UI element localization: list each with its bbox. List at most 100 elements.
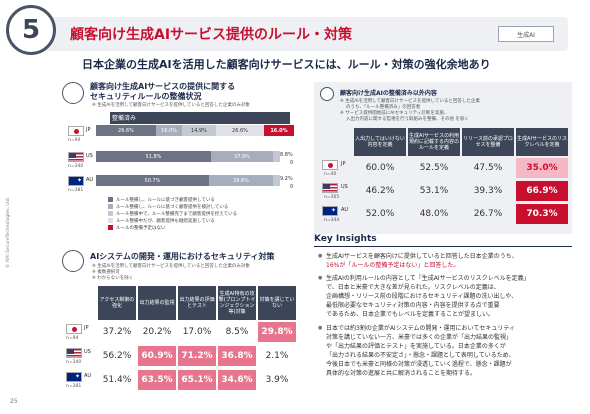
sample-size: n=305	[324, 195, 340, 200]
us-flag-icon	[322, 183, 338, 193]
bar-value-label: 0	[290, 160, 294, 166]
bar-segment: 14.9%	[182, 125, 216, 136]
table-cell: 29.8%	[258, 322, 296, 342]
table-header: アクセス制御の強化	[98, 286, 136, 320]
table-cell: 60.9%	[138, 346, 176, 366]
us-flag-icon	[66, 348, 82, 358]
copyright-text: © NRI SecureTechnologies, Ltd.	[6, 197, 11, 268]
bar-segment	[273, 175, 280, 186]
us-flag-icon	[68, 152, 84, 162]
table-cell: 20.2%	[142, 327, 172, 337]
table-cell: 46.2%	[365, 186, 395, 196]
legend: ルール整備し、ルールに基づき顧客提供している ルール整備し、ルールに基づく顧客提…	[108, 197, 237, 232]
panel3-title: AIシステムの開発・運用におけるセキュリティ対策	[90, 252, 275, 261]
legend-item: ルール整備中で、ルール整備完了まで顧客提供を控えている	[108, 211, 237, 218]
panel2-note: 入出力内容に関する監視を行う取組みを整備、その他 を除く	[346, 117, 469, 122]
insight-item: 生成AIの利用ルールの内容として「生成AIサービスのリスクレベルを定義」 で、日…	[318, 274, 530, 319]
sample-size: n=381	[68, 188, 84, 193]
legend-item: ルール整備し、ルールに基づき顧客提供している	[108, 197, 237, 204]
bar-segment: 37.9%	[211, 151, 273, 162]
bar-segment: 39.6%	[209, 175, 273, 186]
legend-item: ルール整備中だが、顧客提供も継続実施している	[108, 218, 237, 225]
table-header: 対策を講じていない	[258, 286, 296, 320]
insights-title: Key Insights	[314, 234, 377, 244]
page-subtitle: 日本企業の生成AIを活用した顧客向けサービスには、ルール・対策の強化余地あり	[82, 58, 491, 71]
sample-size: n=381	[66, 384, 82, 389]
insight-item: 日本では約3割の企業がAIシステムの開発・運用においてセキュリティ 対策を講じて…	[318, 324, 515, 378]
document-icon	[320, 87, 334, 101]
table-cell: 71.2%	[178, 346, 216, 366]
table-cell: 60.0%	[365, 163, 395, 173]
bar-segment	[273, 151, 280, 162]
panel3-note: ※ 複数選択可	[92, 270, 120, 275]
jp-flag-icon	[322, 160, 338, 170]
table-cell: 48.0%	[419, 209, 449, 219]
table-cell: 17.0%	[182, 327, 212, 337]
table-cell: 8.5%	[225, 327, 249, 337]
panel3-note: ※ わからないを除く	[92, 276, 134, 281]
sample-size: n=40	[324, 172, 337, 177]
panel2-note: のうち、「ルール整備済み」の回答者	[346, 105, 421, 110]
panel1-note: ※ 生成AIを活用して顧客向けサービスを提供していると回答した企業のみ対象	[92, 103, 250, 108]
table-header: リリース前の承認プロセスを整備	[462, 128, 514, 156]
sample-size: n=340	[68, 164, 84, 169]
table-cell: 37.2%	[102, 327, 132, 337]
table-header: 生成AI特有の攻撃(プロンプトインジェクション等)対策	[218, 286, 256, 320]
table-header: 入出力してはいけない内容を定義	[354, 128, 406, 156]
bar-segment: 50.7%	[96, 175, 209, 186]
insight-item: 生成AIサービスを顧客向けに提供していると回答した日本企業のうち、 16%が「ル…	[318, 252, 518, 270]
table-cell: 53.1%	[419, 186, 449, 196]
sample-size: n=94	[68, 138, 81, 143]
table-cell: 26.7%	[473, 209, 503, 219]
table-cell: 47.5%	[473, 163, 503, 173]
country-label: AU	[84, 373, 92, 379]
country-label: US	[341, 184, 348, 190]
panel2-note: ※ サービス提供開始前にAIセキュリティ診断を実施、	[340, 111, 449, 116]
section-number: 5	[6, 5, 56, 55]
table-cell: 63.5%	[138, 370, 176, 390]
table-cell: 65.1%	[178, 370, 216, 390]
table-header: 生成AIサービスの利用規約に記載する内容のルールを定義	[408, 128, 460, 156]
country-label: US	[84, 349, 91, 355]
panel3-note: ※ 生成AIを活用して顧客向けサービスを提供していると回答した企業のみ対象	[92, 264, 250, 269]
table-cell: 39.3%	[473, 186, 503, 196]
au-flag-icon	[68, 176, 84, 186]
table-cell: 52.0%	[365, 209, 395, 219]
panel2-title: 顧客向け生成AIの整備済み以外内容	[340, 90, 437, 97]
header-bar	[30, 17, 568, 51]
legend-item: ルール整備し、ルールに基づく顧客提供を検討している	[108, 204, 237, 211]
table-cell: 35.0%	[516, 158, 568, 178]
panel2-note: ※ 生成AIを活用して顧客向けサービスを提供していると回答した企業	[340, 99, 480, 104]
bar-value-label: 8.8%	[280, 152, 293, 158]
country-label: AU	[86, 177, 94, 183]
page-number: 25	[10, 398, 18, 405]
table-cell: 36.8%	[218, 346, 256, 366]
bar-segment: 26.6%	[96, 125, 156, 136]
country-label: JP	[84, 325, 89, 331]
divider	[314, 246, 572, 247]
table-cell: 34.6%	[218, 370, 256, 390]
table-cell: 70.3%	[516, 204, 568, 224]
page-title: 顧客向け生成AIサービス提供のルール・対策	[70, 27, 353, 43]
bar-segment: 26.6%	[216, 125, 264, 136]
sample-size: n=94	[66, 336, 79, 341]
sample-size: n=344	[324, 218, 340, 223]
country-label: JP	[86, 127, 91, 133]
country-label: AU	[341, 207, 349, 213]
au-flag-icon	[322, 206, 338, 216]
country-label: US	[86, 153, 93, 159]
panel1-title-2: セキュリティルールの整備状況	[90, 92, 202, 101]
shield-ai-icon	[62, 250, 84, 272]
jp-flag-icon	[68, 126, 84, 136]
legend-item: ルールの整備予定はない	[108, 225, 237, 232]
table-cell: 52.5%	[419, 163, 449, 173]
table-cell: 51.4%	[102, 375, 132, 385]
bar-segment: 16.0%	[156, 125, 182, 136]
table-header: 出力結果の評価とテスト	[178, 286, 216, 320]
country-label: JP	[341, 161, 346, 167]
jp-flag-icon	[66, 324, 82, 334]
table-cell: 2.1%	[265, 351, 289, 361]
panel1-title-1: 顧客向け生成AIサービスの提供に関する	[90, 82, 236, 91]
person-ai-icon	[62, 82, 84, 104]
bar-value-label: 9.2%	[280, 176, 293, 182]
